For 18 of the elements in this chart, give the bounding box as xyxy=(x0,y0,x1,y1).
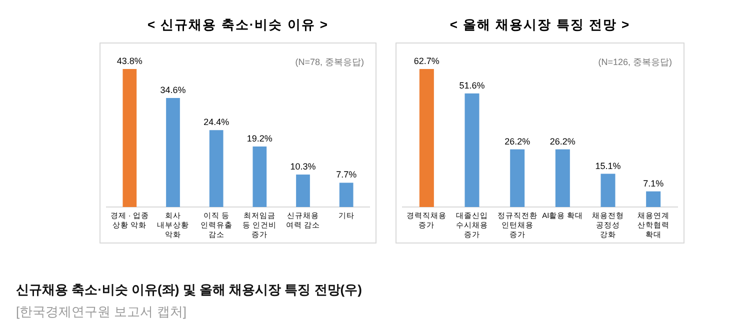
data-label: 24.4% xyxy=(204,117,230,128)
data-label: 7.1% xyxy=(643,178,664,188)
data-label: 51.6% xyxy=(459,80,485,90)
text: [한국경제연구원 보고서 캡처] xyxy=(16,304,186,319)
data-label: 7.7% xyxy=(336,170,357,180)
text: (N=78, 중복응답) xyxy=(295,57,364,67)
data-label: 34.6% xyxy=(160,84,186,95)
chart-title: < 올해 채용시장 특징 전망 > xyxy=(450,17,630,32)
chart-title: < 신규채용 축소·비슷 이유 > xyxy=(148,17,328,32)
data-label: 26.2% xyxy=(504,136,530,146)
data-label: 62.7% xyxy=(414,56,440,66)
text: 신규채용 축소·비슷 이유(좌) 및 올해 채용시장 특징 전망(우) xyxy=(16,282,362,297)
data-label: 43.8% xyxy=(116,56,142,66)
data-label: 15.1% xyxy=(595,160,621,171)
data-label: 26.2% xyxy=(550,136,576,146)
text: (N=126, 중복응답) xyxy=(598,57,672,67)
data-label: 19.2% xyxy=(246,134,272,144)
data-label: 10.3% xyxy=(290,162,316,172)
